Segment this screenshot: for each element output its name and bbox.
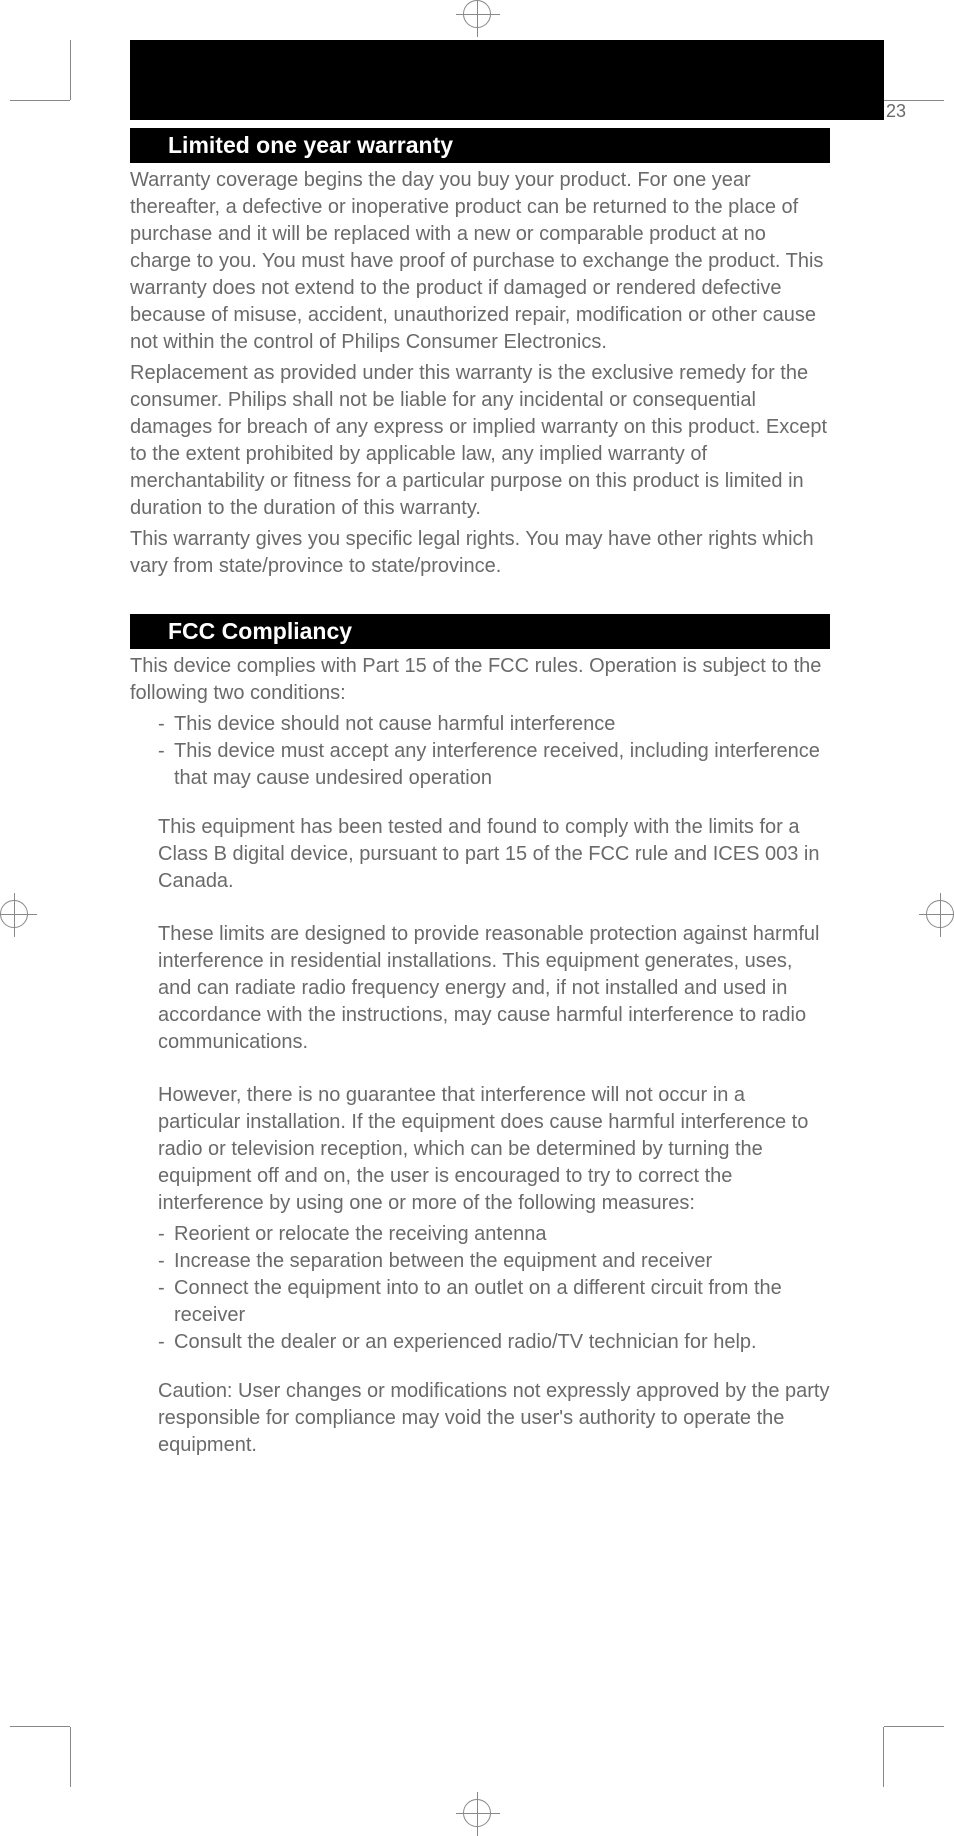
- crop-registration-right: [926, 900, 954, 928]
- fcc-p3: However, there is no guarantee that inte…: [130, 1082, 830, 1217]
- list-text: Reorient or relocate the receiving anten…: [174, 1221, 830, 1248]
- list-text: Connect the equipment into to an outlet …: [174, 1275, 830, 1329]
- fcc-measures-list: - Reorient or relocate the receiving ant…: [130, 1221, 830, 1356]
- page-number: 23: [886, 101, 906, 122]
- dash-icon: -: [158, 738, 174, 792]
- fcc-p2: These limits are designed to provide rea…: [130, 921, 830, 1056]
- crop-line: [70, 40, 71, 100]
- crop-line: [70, 1727, 71, 1787]
- warranty-heading: Limited one year warranty: [130, 128, 830, 163]
- fcc-p1: This equipment has been tested and found…: [130, 814, 830, 895]
- warranty-p3: This warranty gives you specific legal r…: [130, 526, 830, 580]
- fcc-caution: Caution: User changes or modifications n…: [130, 1378, 830, 1459]
- crop-line: [884, 1726, 944, 1727]
- page-content: Limited one year warranty Warranty cover…: [130, 128, 830, 1463]
- list-item: - Connect the equipment into to an outle…: [158, 1275, 830, 1329]
- header-band: [130, 40, 884, 120]
- list-item: - Reorient or relocate the receiving ant…: [158, 1221, 830, 1248]
- dash-icon: -: [158, 1221, 174, 1248]
- list-text: Increase the separation between the equi…: [174, 1248, 830, 1275]
- crop-registration-top: [463, 0, 491, 28]
- fcc-heading: FCC Compliancy: [130, 614, 830, 649]
- list-item: - Increase the separation between the eq…: [158, 1248, 830, 1275]
- crop-line: [883, 1727, 884, 1787]
- warranty-p2: Replacement as provided under this warra…: [130, 360, 830, 522]
- list-text: This device should not cause harmful int…: [174, 711, 830, 738]
- crop-registration-bottom: [463, 1799, 491, 1827]
- warranty-p1: Warranty coverage begins the day you buy…: [130, 167, 830, 356]
- dash-icon: -: [158, 711, 174, 738]
- list-text: Consult the dealer or an experienced rad…: [174, 1329, 830, 1356]
- dash-icon: -: [158, 1329, 174, 1356]
- list-item: - This device must accept any interferen…: [158, 738, 830, 792]
- crop-line: [10, 100, 70, 101]
- list-item: - Consult the dealer or an experienced r…: [158, 1329, 830, 1356]
- fcc-conditions-list: - This device should not cause harmful i…: [130, 711, 830, 792]
- list-item: - This device should not cause harmful i…: [158, 711, 830, 738]
- crop-registration-left: [0, 900, 28, 928]
- list-text: This device must accept any interference…: [174, 738, 830, 792]
- fcc-intro: This device complies with Part 15 of the…: [130, 653, 830, 707]
- dash-icon: -: [158, 1248, 174, 1275]
- crop-line: [10, 1726, 70, 1727]
- dash-icon: -: [158, 1275, 174, 1329]
